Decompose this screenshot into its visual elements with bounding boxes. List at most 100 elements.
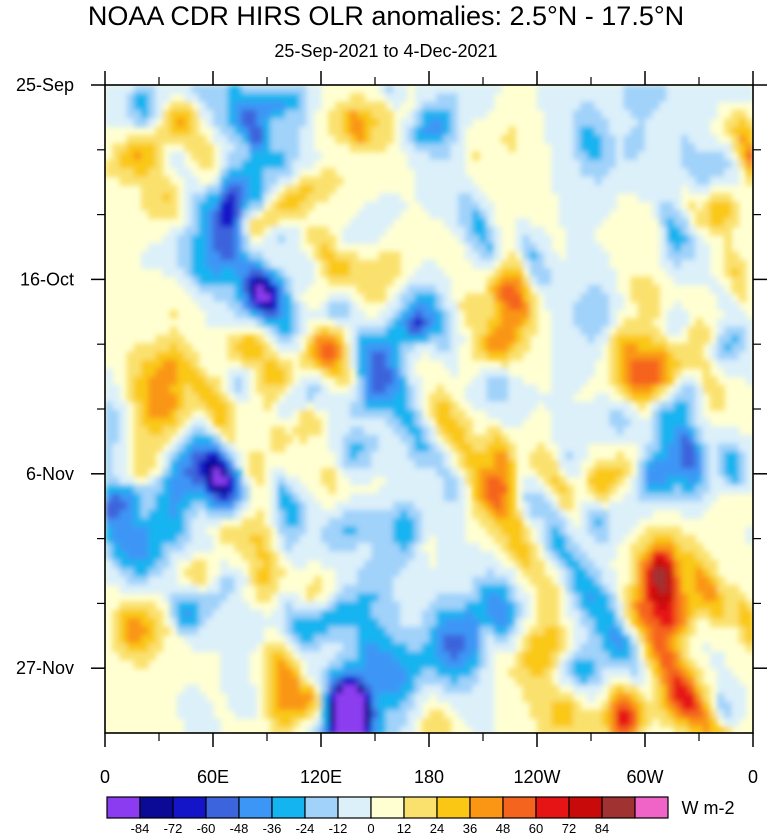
anomaly-cell — [558, 218, 567, 228]
anomaly-cell — [299, 276, 308, 286]
anomaly-cell — [450, 601, 459, 611]
anomaly-cell — [630, 334, 639, 344]
anomaly-cell — [141, 251, 149, 261]
anomaly-cell — [371, 259, 380, 269]
anomaly-cell — [378, 401, 387, 411]
anomaly-cell — [479, 109, 488, 119]
anomaly-cell — [378, 709, 387, 719]
anomaly-cell — [270, 393, 279, 403]
anomaly-cell — [328, 659, 336, 669]
anomaly-cell — [148, 501, 156, 511]
anomaly-cell — [155, 85, 164, 94]
anomaly-cell — [529, 693, 538, 703]
anomaly-cell — [328, 509, 336, 519]
anomaly-cell — [313, 534, 322, 544]
anomaly-cell — [285, 184, 293, 194]
anomaly-cell — [594, 634, 603, 644]
anomaly-cell — [198, 301, 207, 311]
anomaly-cell — [414, 434, 423, 444]
anomaly-cell — [162, 209, 171, 219]
anomaly-cell — [609, 334, 617, 344]
anomaly-cell — [652, 618, 660, 628]
anomaly-cell — [709, 584, 718, 594]
anomaly-cell — [306, 376, 315, 386]
anomaly-cell — [249, 276, 257, 286]
anomaly-cell — [465, 109, 473, 119]
anomaly-cell — [364, 501, 372, 511]
anomaly-cell — [580, 501, 588, 511]
anomaly-cell — [213, 618, 221, 628]
anomaly-cell — [702, 568, 711, 578]
anomaly-cell — [126, 626, 135, 636]
anomaly-cell — [652, 709, 660, 719]
anomaly-cell — [479, 201, 488, 211]
anomaly-cell — [169, 559, 178, 569]
anomaly-cell — [436, 118, 444, 128]
anomaly-cell — [335, 609, 344, 619]
anomaly-cell — [508, 501, 516, 511]
anomaly-cell — [472, 484, 480, 494]
anomaly-cell — [594, 559, 603, 569]
anomaly-cell — [637, 509, 646, 519]
anomaly-cell — [205, 376, 214, 386]
anomaly-cell — [479, 509, 488, 519]
anomaly-cell — [601, 534, 610, 544]
anomaly-cell — [105, 118, 113, 128]
anomaly-cell — [695, 459, 704, 469]
anomaly-cell — [609, 551, 617, 561]
anomaly-cell — [270, 693, 279, 703]
anomaly-cell — [342, 676, 351, 686]
anomaly-cell — [493, 434, 502, 444]
anomaly-cell — [645, 109, 653, 119]
anomaly-cell — [241, 85, 250, 94]
anomaly-cell — [688, 226, 696, 236]
anomaly-cell — [421, 676, 430, 686]
anomaly-cell — [285, 534, 293, 544]
anomaly-cell — [486, 309, 495, 319]
anomaly-cell — [162, 193, 171, 203]
anomaly-cell — [573, 93, 581, 103]
anomaly-cell — [652, 134, 660, 144]
anomaly-cell — [349, 509, 358, 519]
anomaly-cell — [328, 484, 336, 494]
anomaly-cell — [436, 601, 444, 611]
anomaly-cell — [436, 334, 444, 344]
anomaly-cell — [429, 293, 437, 303]
anomaly-cell — [126, 85, 135, 94]
anomaly-cell — [731, 484, 740, 494]
anomaly-cell — [486, 85, 495, 94]
anomaly-cell — [659, 209, 668, 219]
anomaly-cell — [688, 101, 696, 111]
anomaly-cell — [213, 218, 221, 228]
anomaly-cell — [299, 534, 308, 544]
anomaly-cell — [421, 434, 430, 444]
anomaly-cell — [119, 468, 128, 478]
anomaly-cell — [133, 434, 142, 444]
anomaly-cell — [169, 576, 178, 586]
anomaly-cell — [256, 618, 264, 628]
anomaly-cell — [436, 284, 444, 294]
anomaly-cell — [709, 451, 718, 461]
anomaly-cell — [141, 134, 149, 144]
anomaly-cell — [580, 126, 588, 136]
anomaly-cell — [717, 359, 725, 369]
anomaly-cell — [270, 684, 279, 694]
anomaly-cell — [709, 159, 718, 169]
anomaly-cell — [234, 318, 243, 328]
anomaly-cell — [573, 201, 581, 211]
anomaly-cell — [357, 418, 365, 428]
anomaly-cell — [148, 151, 156, 161]
anomaly-cell — [594, 709, 603, 719]
anomaly-cell — [385, 593, 394, 603]
anomaly-cell — [256, 251, 264, 261]
anomaly-cell — [645, 584, 653, 594]
anomaly-cell — [119, 543, 128, 553]
anomaly-cell — [385, 668, 394, 678]
anomaly-cell — [573, 351, 581, 361]
anomaly-cell — [717, 659, 725, 669]
anomaly-cell — [551, 118, 560, 128]
anomaly-cell — [407, 518, 416, 528]
anomaly-cell — [544, 634, 552, 644]
anomaly-cell — [227, 493, 236, 503]
anomaly-cell — [277, 468, 286, 478]
